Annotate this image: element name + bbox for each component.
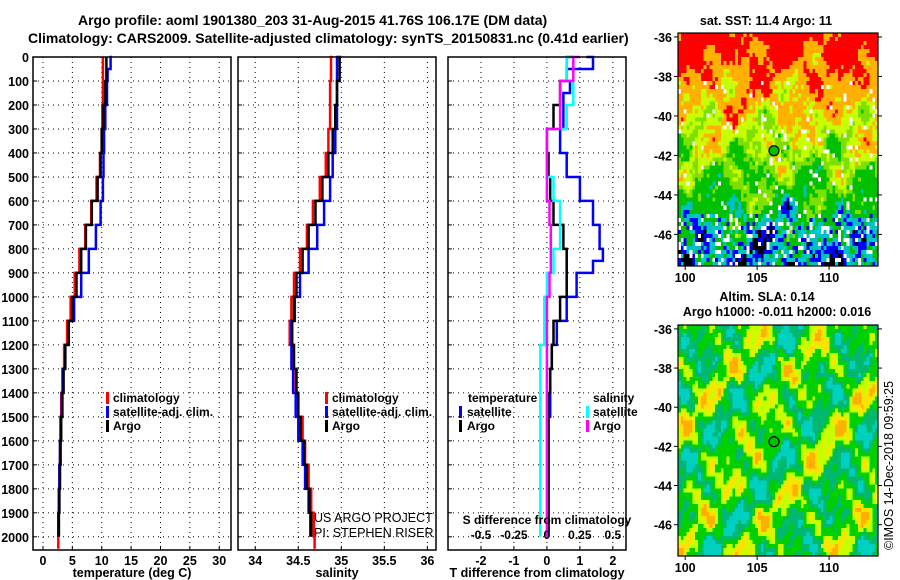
legend-label: Argo xyxy=(593,419,621,433)
x2-tick-label: -0.25 xyxy=(500,528,528,542)
x2-tick-label: 0 xyxy=(544,528,551,542)
legend-swatch xyxy=(459,420,462,432)
panel-temperature: 0 5 10 15 20 25 300100200300400500600700800900… xyxy=(1,51,231,580)
y-tick-label: 200 xyxy=(8,99,29,113)
legend-swatch xyxy=(106,406,109,418)
x-axis-label: T difference from climatology xyxy=(449,566,624,580)
x-tick-label: 105 xyxy=(747,561,768,575)
y-tick-label: -38 xyxy=(654,70,672,84)
plot-frame xyxy=(33,57,231,550)
y-tick-label: 2000 xyxy=(1,531,29,545)
y-tick-label: -46 xyxy=(654,228,672,242)
x2-tick-label: -0.5 xyxy=(471,528,492,542)
title-line-2: Climatology: CARS2009. Satellite-adjuste… xyxy=(28,30,629,46)
y-tick-label: 800 xyxy=(8,243,29,257)
x-axis-label: salinity xyxy=(315,566,358,580)
y-tick-label: 600 xyxy=(8,195,29,209)
plot-frame xyxy=(448,57,626,550)
argo-location-marker xyxy=(769,146,779,156)
y-tick-label: -46 xyxy=(654,519,672,533)
credit-pi: PI: STEPHEN RISER xyxy=(314,526,433,540)
legend-title-temperature: temperature xyxy=(468,391,538,405)
legend-swatch xyxy=(325,420,328,432)
x-tick-label: 105 xyxy=(747,271,768,285)
x-tick-label: 30 xyxy=(212,554,226,568)
y-tick-label: 1900 xyxy=(1,507,29,521)
legend-label: satellite xyxy=(467,405,512,419)
legend-swatch xyxy=(586,406,589,418)
y-tick-label: 1800 xyxy=(1,483,29,497)
x-tick-label: 100 xyxy=(675,561,696,575)
y-tick-label: -36 xyxy=(654,323,672,337)
x-tick-label: 34.5 xyxy=(286,554,310,568)
y-tick-label: 1100 xyxy=(2,315,29,329)
y-tick-label: -44 xyxy=(654,480,672,494)
y-tick-label: 1000 xyxy=(1,291,29,305)
x2-axis-label: S difference from climatology xyxy=(463,513,632,527)
x2-tick-label: 0.25 xyxy=(568,528,592,542)
legend-swatch xyxy=(106,392,109,404)
y-tick-label: 1700 xyxy=(1,459,29,473)
y-tick-label: 700 xyxy=(8,219,29,233)
y-tick-label: -38 xyxy=(654,362,672,376)
sst-map-title: sat. SST: 11.4 Argo: 11 xyxy=(700,14,832,28)
x-axis-label: temperature (deg C) xyxy=(73,566,192,580)
y-tick-label: 500 xyxy=(8,171,29,185)
x-tick-label: 36 xyxy=(420,554,434,568)
x-tick-label: 110 xyxy=(819,561,839,575)
series-line-climatology xyxy=(290,57,333,549)
plot-frame xyxy=(238,57,436,550)
argo-profile-figure: Argo profile: aoml 1901380_203 31-Aug-20… xyxy=(0,0,900,580)
legend-label: Argo xyxy=(467,419,495,433)
y-tick-label: 100 xyxy=(8,75,29,89)
y-tick-label: 1400 xyxy=(1,387,29,401)
argo-location-marker xyxy=(769,437,779,447)
y-tick-label: 1200 xyxy=(1,339,29,353)
sla-map-title-1: Altim. SLA: 0.14 xyxy=(719,290,814,304)
x2-tick-label: 0.5 xyxy=(604,528,621,542)
y-tick-label: -42 xyxy=(654,149,672,163)
sla-map-title-2: Argo h1000: -0.011 h2000: 0.016 xyxy=(683,305,871,319)
legend-label: Argo xyxy=(113,419,141,433)
timestamp: ©IMOS 14-Dec-2018 09:59:25 xyxy=(882,381,896,550)
y-tick-label: -40 xyxy=(654,110,672,124)
x-tick-label: 35.5 xyxy=(372,554,396,568)
y-tick-label: -42 xyxy=(654,440,672,454)
legend-swatch xyxy=(586,420,589,432)
y-tick-label: 1500 xyxy=(1,411,29,425)
x-tick-label: 34 xyxy=(248,554,262,568)
title-line-1: Argo profile: aoml 1901380_203 31-Aug-20… xyxy=(78,12,547,28)
legend-label: satellite xyxy=(593,405,638,419)
y-tick-label: 900 xyxy=(8,267,29,281)
legend-swatch xyxy=(325,392,328,404)
x-tick-label: 0 xyxy=(40,554,47,568)
x-tick-label: 110 xyxy=(819,271,839,285)
legend-label: climatology xyxy=(332,391,399,405)
legend-label: satellite-adj. clim. xyxy=(332,405,432,419)
legend-swatch xyxy=(459,406,462,418)
map-axes-sst_map: 100 105 110 -36 -38 -40 -42 -44 -46 xyxy=(654,31,882,285)
x-tick-label: 100 xyxy=(675,271,696,285)
legend-swatch xyxy=(106,420,109,432)
panel-difference: -2 -1 0 1 2T difference from climatology temp… xyxy=(448,57,638,580)
y-tick-label: 1600 xyxy=(1,435,29,449)
series-line-argo xyxy=(59,57,107,537)
legend-label: satellite-adj. clim. xyxy=(113,405,213,419)
y-tick-label: 0 xyxy=(22,51,29,65)
map-axes-sla_map: 100 105 110 -36 -38 -40 -42 -44 -46 xyxy=(654,323,882,575)
y-tick-label: 300 xyxy=(8,123,29,137)
legend-swatch xyxy=(325,406,328,418)
panel-salinity: 34 34.5 35 35.5 36 salinity climatologysatelli… xyxy=(238,57,436,580)
legend-label: Argo xyxy=(332,419,360,433)
y-tick-label: -36 xyxy=(654,31,672,45)
y-tick-label: -44 xyxy=(654,189,672,203)
y-tick-label: -40 xyxy=(654,401,672,415)
y-tick-label: 1300 xyxy=(1,363,29,377)
y-tick-label: 400 xyxy=(8,147,29,161)
series-line-climatology xyxy=(58,57,103,549)
legend-label: climatology xyxy=(113,391,180,405)
legend-title-salinity: salinity xyxy=(593,391,635,405)
